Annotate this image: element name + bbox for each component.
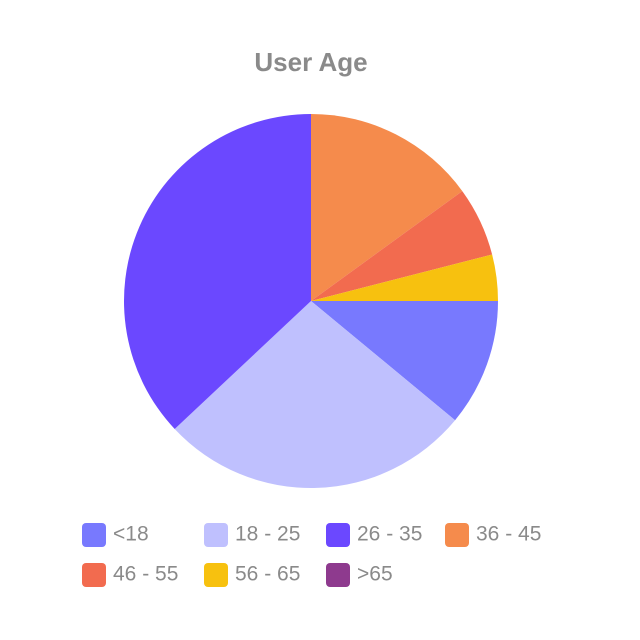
legend-swatch xyxy=(326,523,350,547)
legend-label: 46 - 55 xyxy=(113,563,178,586)
legend-swatch xyxy=(204,563,228,587)
legend-swatch xyxy=(204,523,228,547)
pie-slice xyxy=(174,301,456,488)
legend-label: 36 - 45 xyxy=(476,523,541,546)
pie-slice xyxy=(311,114,463,301)
legend-swatch xyxy=(82,523,106,547)
chart-title: User Age xyxy=(254,47,367,77)
legend-label: <18 xyxy=(113,523,149,546)
legend-label: 26 - 35 xyxy=(357,523,422,546)
legend-label: >65 xyxy=(357,563,393,586)
legend-label: 56 - 65 xyxy=(235,563,300,586)
pie-slice xyxy=(311,254,498,301)
legend-swatch xyxy=(445,523,469,547)
legend-label: 18 - 25 xyxy=(235,523,300,546)
pie-slice xyxy=(311,191,493,301)
legend-swatch xyxy=(82,563,106,587)
legend-swatch xyxy=(326,563,350,587)
pie-slice xyxy=(311,301,498,421)
pie-slice xyxy=(123,114,311,430)
